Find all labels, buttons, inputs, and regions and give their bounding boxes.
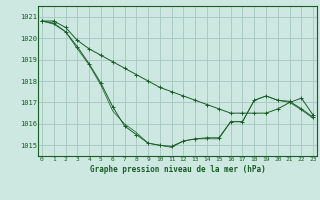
X-axis label: Graphe pression niveau de la mer (hPa): Graphe pression niveau de la mer (hPa)	[90, 165, 266, 174]
